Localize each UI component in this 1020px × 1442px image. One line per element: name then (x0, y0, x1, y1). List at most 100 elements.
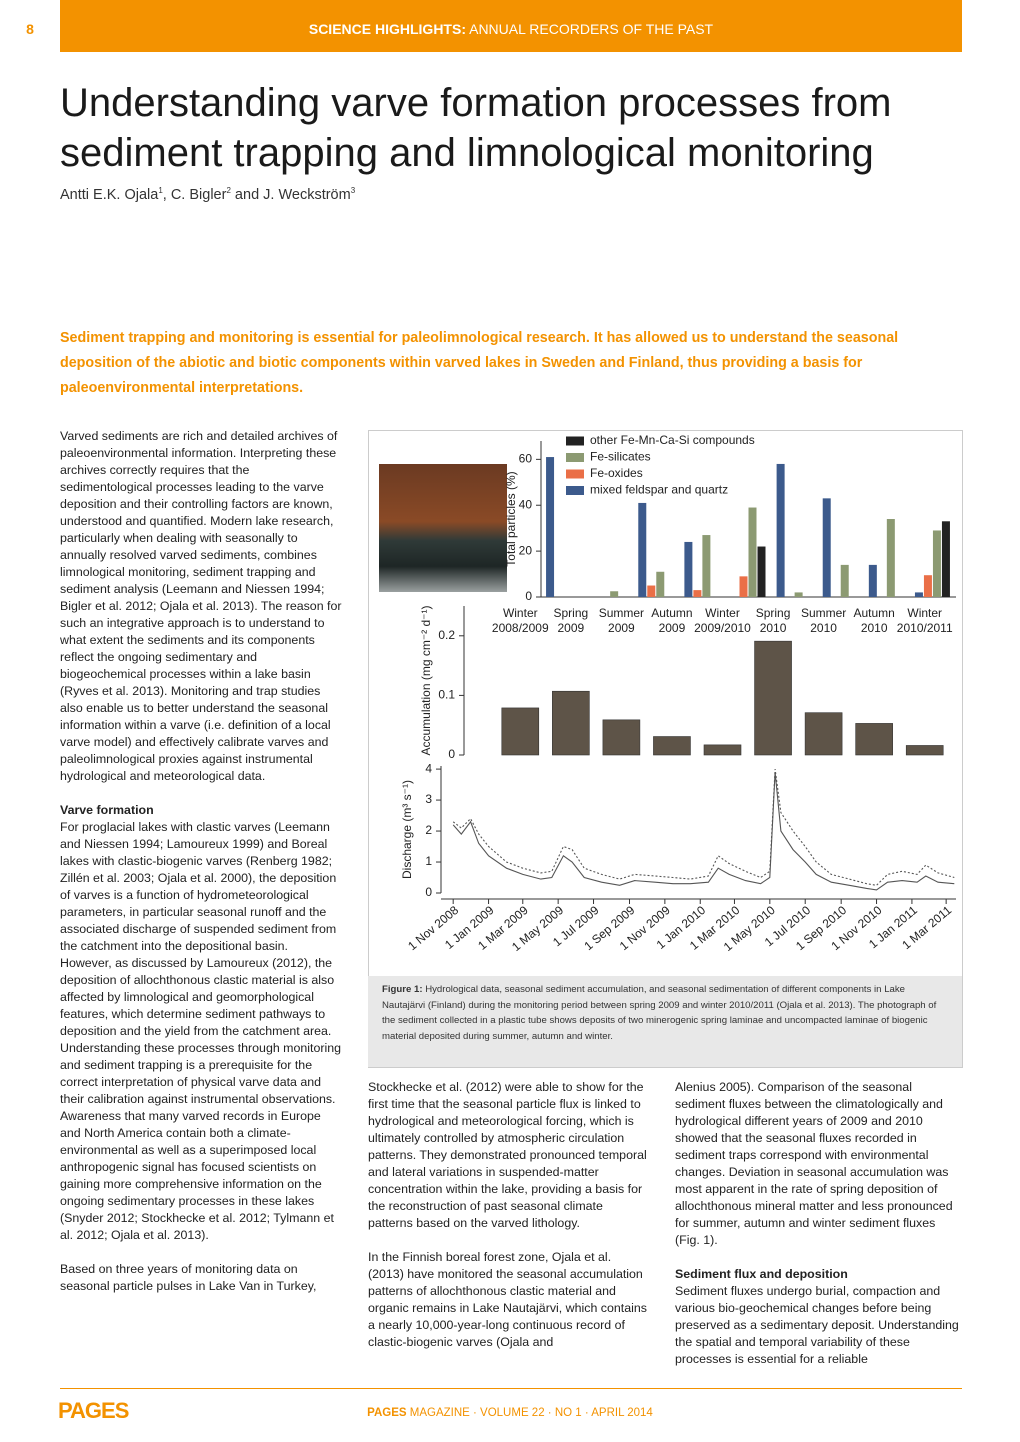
y-axis-label: Discharge (m³ s⁻¹) (400, 780, 414, 879)
header-bar: SCIENCE HIGHLIGHTS: ANNUAL RECORDERS OF … (60, 0, 962, 52)
legend-swatch (566, 486, 584, 495)
bar (748, 507, 757, 597)
y-tick-label: 20 (519, 543, 533, 557)
figure-caption: Figure 1: Hydrological data, seasonal se… (368, 976, 962, 1067)
bar (757, 546, 766, 597)
y-axis-label: Total particles (%) (504, 471, 518, 566)
figure: 0 20 40 60 Total particles (%) other Fe-Mn-Ca… (368, 430, 963, 1068)
author: and J. Weckström (230, 186, 351, 203)
bar (804, 712, 843, 756)
y-tick-label: 0 (448, 747, 455, 761)
y-tick-label: 4 (425, 761, 432, 775)
legend-label: other Fe-Mn-Ca-Si compounds (590, 433, 755, 447)
category-label: 2009 (608, 621, 635, 635)
sediment-photo (379, 464, 507, 592)
page-number: 8 (26, 21, 34, 37)
affiliation: 2 (226, 186, 231, 195)
footer-brand: PAGES (367, 1407, 407, 1419)
bar (914, 592, 923, 597)
affiliation: 1 (158, 186, 163, 195)
discharge-line (452, 772, 955, 891)
caption-text: Hydrological data, seasonal sediment acc… (382, 984, 937, 1042)
paragraph: Alenius 2005). Comparison of the seasona… (675, 1080, 953, 1247)
y-tick-label: 2 (425, 823, 432, 837)
legend-label: Fe-silicates (590, 450, 651, 464)
category-label: 2009/2010 (694, 621, 751, 635)
category-label: 2009 (659, 621, 686, 635)
column: Varved sediments are rich and detailed a… (60, 428, 342, 1312)
bar (886, 519, 895, 597)
section-heading: Varve formation (60, 803, 154, 817)
bar (822, 498, 831, 597)
paragraph: Based on three years of monitoring data … (60, 1262, 317, 1293)
bar (684, 541, 693, 597)
authors: Antti E.K. Ojala1, C. Bigler2 and J. Wec… (60, 186, 355, 203)
bar (776, 463, 785, 597)
bar (855, 723, 893, 756)
lead: Sediment trapping and monitoring is esse… (60, 330, 899, 396)
category-label: 2008/2009 (492, 621, 549, 635)
paragraph: Varved sediments are rich and detailed a… (60, 429, 342, 783)
category-label: 2010/2011 (897, 621, 953, 635)
section-label: SCIENCE HIGHLIGHTS: (308, 21, 466, 37)
y-tick-label: 0.1 (438, 688, 455, 702)
legend-label: mixed feldspar and quartz (590, 483, 728, 497)
bar (546, 457, 555, 597)
category-label: 2009 (557, 621, 584, 635)
bar (656, 571, 665, 597)
title-line: sediment trapping and limnological monit… (60, 131, 874, 175)
footer-issue: MAGAZINE · VOLUME 22 · NO 1 · APRIL 2014 (409, 1407, 653, 1419)
bar (602, 719, 641, 756)
article-title: Understanding varve formation processes … (60, 78, 980, 178)
category-label: Winter (907, 606, 942, 620)
section-heading: Sediment flux and deposition (675, 1267, 848, 1281)
legend-label: Fe-oxides (590, 466, 643, 480)
bar (923, 575, 932, 597)
bar (702, 535, 711, 597)
section-subtitle: ANNUAL RECORDERS OF THE PAST (469, 21, 714, 37)
bar (610, 591, 619, 597)
category-label: Spring (553, 606, 588, 620)
footer: PAGES MAGAZINE · VOLUME 22 · NO 1 · APRI… (0, 1407, 1020, 1419)
category-label: Autumn (651, 606, 692, 620)
category-label: Winter (705, 606, 740, 620)
author: Antti E.K. Ojala (60, 186, 159, 203)
y-tick-label: 0 (525, 589, 532, 603)
bar (703, 744, 742, 756)
bar (941, 521, 950, 597)
y-tick-label: 40 (519, 497, 533, 511)
legend-swatch (566, 469, 584, 479)
paragraph: In the Finnish boreal forest zone, Ojala… (368, 1250, 647, 1349)
discharge-line (452, 769, 955, 886)
category-label: Summer (801, 606, 846, 620)
column: Stockhecke et al. (2012) were able to sh… (368, 1079, 650, 1368)
category-label: 2010 (861, 621, 888, 635)
y-tick-label: 0.2 (438, 628, 455, 642)
bar (794, 592, 803, 597)
author: , C. Bigler (162, 186, 227, 203)
affiliation: 3 (350, 186, 356, 195)
bar (739, 576, 748, 597)
paragraph: Stockhecke et al. (2012) were able to sh… (368, 1080, 647, 1230)
bar (905, 745, 944, 756)
title-line: Understanding varve formation processes … (60, 81, 892, 125)
y-tick-label: 3 (425, 792, 432, 806)
column: Alenius 2005). Comparison of the seasona… (675, 1079, 963, 1385)
y-tick-label: 60 (519, 452, 533, 466)
category-label: 2010 (810, 621, 837, 635)
bar (693, 590, 702, 597)
category-label: Summer (599, 606, 644, 620)
footer-rule (60, 1388, 962, 1389)
paragraph: Sediment fluxes undergo burial, compacti… (675, 1284, 959, 1366)
category-label: Autumn (853, 606, 894, 620)
bar (501, 707, 540, 756)
bar (868, 564, 877, 597)
bar (653, 736, 691, 756)
bar (647, 585, 656, 597)
bar (638, 502, 647, 597)
category-label: 2010 (760, 621, 787, 635)
category-label: Winter (503, 606, 538, 620)
